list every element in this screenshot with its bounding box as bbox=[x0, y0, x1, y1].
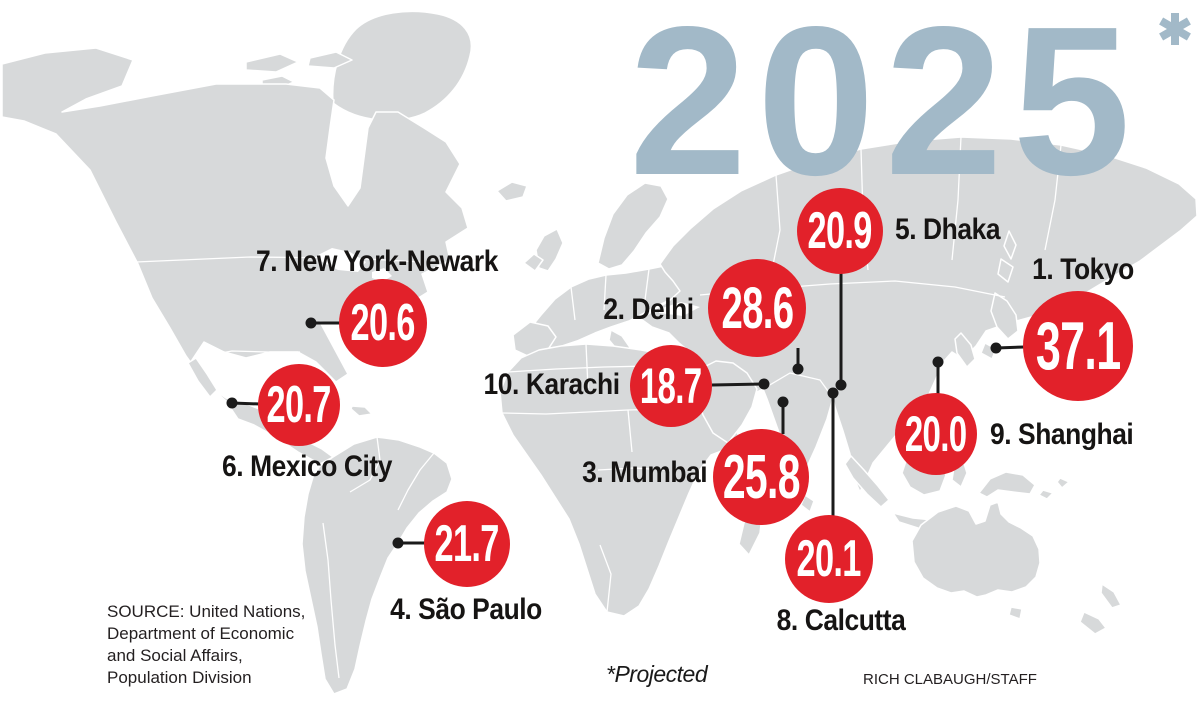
city-location-dot-karachi bbox=[758, 378, 770, 390]
source-line: Department of Economic bbox=[107, 624, 295, 643]
map-great-lakes bbox=[316, 248, 366, 272]
source-line: Population Division bbox=[107, 668, 252, 687]
source-line: SOURCE: United Nations, bbox=[107, 602, 306, 621]
map-south-america bbox=[301, 436, 453, 695]
city-location-dot-dhaka bbox=[835, 379, 847, 391]
city-location-dot-shanghai bbox=[932, 356, 944, 368]
city-location-dot-mexico-city bbox=[226, 397, 238, 409]
city-location-dot-new-york-newark bbox=[305, 317, 317, 329]
city-location-dot-tokyo bbox=[990, 342, 1002, 354]
source-line: and Social Affairs, bbox=[107, 646, 243, 665]
title-year: 2025 bbox=[629, 0, 1141, 219]
source-attribution: SOURCE: United Nations, Department of Ec… bbox=[107, 601, 305, 689]
map-north-america bbox=[1, 47, 469, 465]
credit-byline: RICH CLABAUGH/STAFF bbox=[863, 671, 1037, 688]
city-location-dot-delhi bbox=[792, 363, 804, 375]
map-japan bbox=[997, 258, 1014, 283]
map-australia bbox=[911, 501, 1041, 598]
projected-footnote: *Projected bbox=[606, 661, 708, 687]
title-asterisk-icon bbox=[1159, 13, 1191, 45]
city-location-dot-sao-paulo bbox=[392, 537, 404, 549]
city-location-dot-mumbai bbox=[777, 396, 789, 408]
map-black-sea bbox=[659, 302, 700, 316]
callout-line-karachi bbox=[711, 382, 765, 387]
city-location-dot-calcutta bbox=[827, 387, 839, 399]
